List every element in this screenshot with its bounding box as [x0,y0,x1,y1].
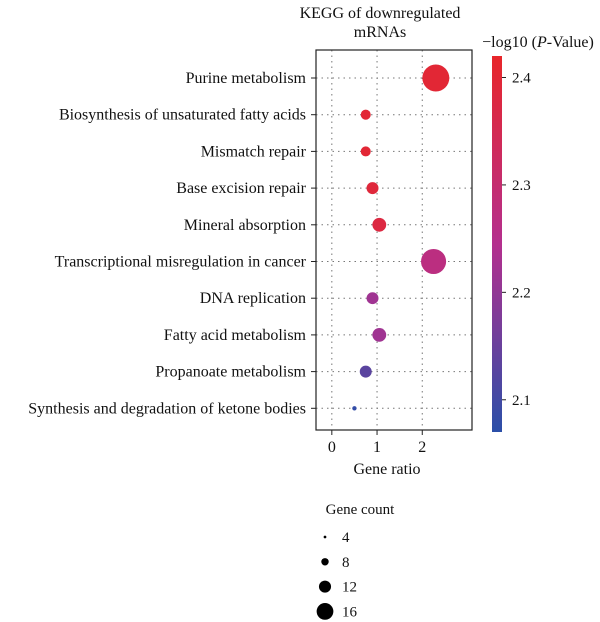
size-legend-dot [316,603,334,620]
pathway-label: Base excision repair [176,180,306,197]
pathway-point [366,292,379,305]
pathway-label: Mismatch repair [201,143,307,160]
colorbar-tick-label: 2.1 [512,393,531,409]
pathway-label: Biosynthesis of unsaturated fatty acids [59,107,306,124]
x-tick-label: 2 [418,439,426,456]
pathway-point [372,327,387,342]
pathway-point [366,182,379,195]
size-legend-label: 4 [342,530,350,546]
pathway-label: Mineral absorption [184,217,306,234]
chart-title-line-2: mRNAs [354,24,406,41]
x-tick-label: 1 [373,439,381,456]
pathway-label: Synthesis and degradation of ketone bodi… [28,400,306,417]
x-axis-ticks: 0 1 2 [328,430,426,456]
size-legend-dot [318,580,332,593]
size-legend-dot [323,535,327,539]
pathway-label: Fatty acid metabolism [164,327,307,344]
data-points [352,64,450,411]
colorbar-tick-label: 2.4 [512,70,531,86]
pathway-labels: Purine metabolism Biosynthesis of unsatur… [28,70,316,417]
colorbar-tick-label: 2.3 [512,178,531,194]
grid-lines [316,50,472,430]
pathway-point [360,109,371,120]
x-tick-label: 0 [328,439,336,456]
pathway-label: Propanoate metabolism [155,364,306,381]
size-legend-dot [321,558,329,566]
pathway-label: DNA replication [200,290,306,307]
colorbar-tick-label: 2.2 [512,285,531,301]
pathway-point [372,217,387,232]
plot-frame [315,49,473,431]
pathway-point [360,146,371,157]
pathway-point [422,64,450,92]
size-legend: 4 8 12 16 [316,530,358,620]
chart-title-line-1: KEGG of downregulated [300,5,461,22]
size-legend-label: 12 [342,580,357,596]
size-legend-title: Gene count [326,502,396,518]
pathway-point [359,365,372,378]
colorbar-title: −log10 (P-Value) [482,34,594,51]
size-legend-label: 8 [342,555,350,571]
colorbar [492,56,502,432]
pathway-label: Purine metabolism [186,70,307,87]
size-legend-label: 16 [342,604,358,620]
colorbar-ticks: 2.1 2.2 2.3 2.4 [502,70,531,409]
pathway-point [352,406,357,411]
pathway-point [421,248,447,275]
pathway-label: Transcriptional misregulation in cancer [55,254,307,271]
x-axis-label: Gene ratio [353,461,420,478]
